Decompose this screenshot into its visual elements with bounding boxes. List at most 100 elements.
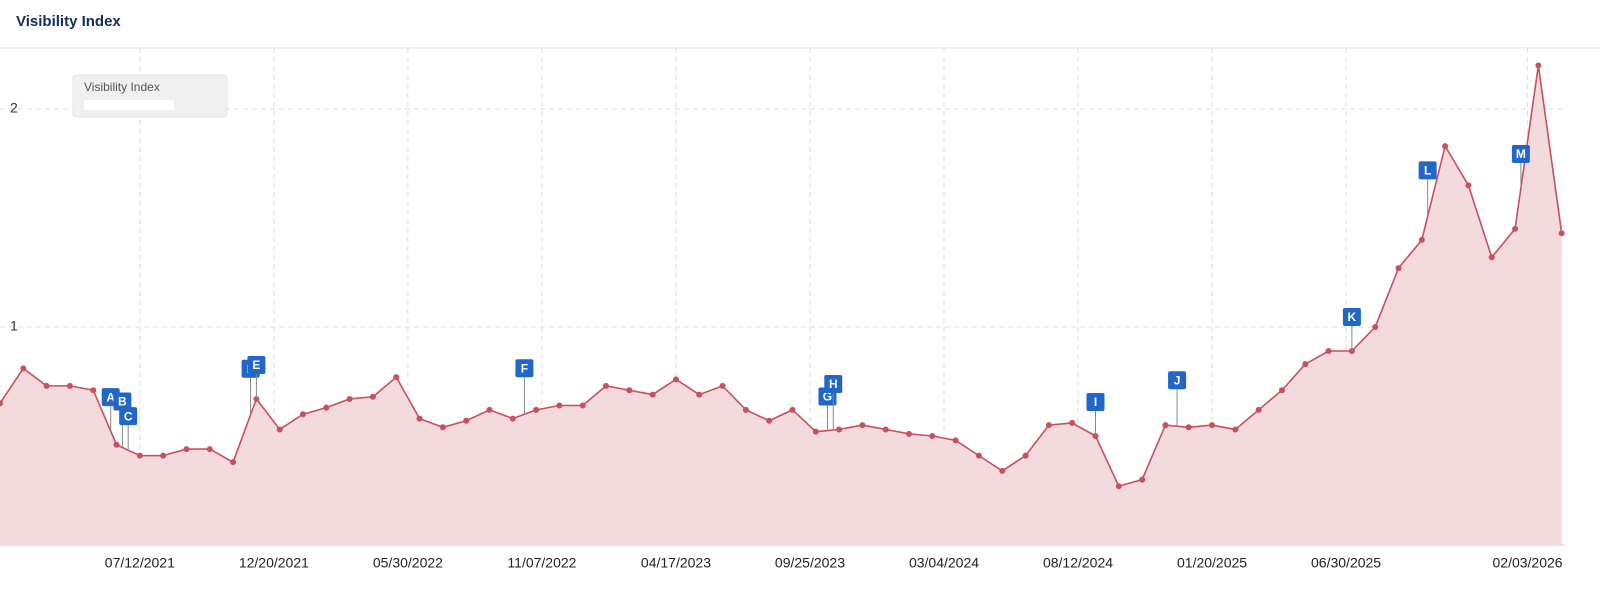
data-point	[742, 406, 749, 413]
data-point	[346, 395, 353, 402]
event-flag	[119, 407, 138, 426]
data-point	[439, 424, 446, 431]
data-point	[579, 402, 586, 409]
event-flag	[1342, 307, 1361, 326]
data-point	[882, 426, 889, 433]
data-point	[859, 422, 866, 429]
data-point	[1418, 236, 1425, 243]
line	[0, 65, 1563, 488]
legend-label: Visibility Index	[84, 80, 160, 94]
data-point	[1232, 426, 1239, 433]
event-label: G	[823, 390, 832, 404]
event-label: J	[1174, 373, 1181, 387]
data-point	[1442, 143, 1449, 150]
data-point	[929, 433, 936, 440]
data-point	[603, 382, 610, 389]
data-point	[393, 374, 400, 381]
data-point	[696, 391, 703, 398]
data-point	[369, 393, 376, 400]
data-point	[160, 452, 167, 459]
event-flag	[1511, 145, 1530, 164]
data-point	[1325, 347, 1332, 354]
data-point	[230, 459, 237, 466]
chart-title: Visibility Index	[16, 13, 121, 30]
data-point	[1185, 424, 1192, 431]
data-point	[300, 411, 307, 418]
x-tick-label: 06/30/2025	[1311, 555, 1381, 571]
event-label: F	[521, 361, 528, 375]
data-point	[719, 382, 726, 389]
legend: Visibility Index	[72, 74, 228, 118]
event-label: K	[1348, 310, 1357, 324]
data-point	[0, 400, 3, 407]
data-point	[766, 417, 773, 424]
event-label: B	[118, 395, 127, 409]
legend-swatch	[84, 100, 174, 110]
data-point	[1372, 324, 1379, 331]
data-point	[1139, 476, 1146, 483]
data-point	[975, 452, 982, 459]
data-point	[789, 406, 796, 413]
event-label: I	[1094, 395, 1097, 409]
data-point	[649, 391, 656, 398]
x-tick-label: 08/12/2024	[1043, 555, 1113, 571]
x-tick-label: 11/07/2022	[507, 555, 576, 571]
data-point	[416, 415, 423, 422]
data-point	[1395, 265, 1402, 272]
data-point	[1558, 230, 1565, 237]
data-point	[1069, 419, 1076, 426]
event-label: A	[106, 390, 115, 404]
data-point	[43, 382, 50, 389]
event-label: C	[124, 409, 133, 423]
event-flag	[824, 375, 843, 394]
data-point	[486, 406, 493, 413]
x-tick-label: 12/20/2021	[239, 555, 309, 571]
data-point	[626, 387, 633, 394]
data-point	[1022, 452, 1029, 459]
data-point	[999, 467, 1006, 474]
data-point	[1302, 361, 1309, 368]
event-flag	[113, 392, 132, 411]
data-point	[1488, 254, 1495, 261]
data-point	[276, 426, 283, 433]
data-point	[1278, 387, 1285, 394]
data-point	[463, 417, 470, 424]
data-point	[1465, 182, 1472, 189]
data-point	[509, 415, 516, 422]
event-flag	[1168, 371, 1187, 390]
event-flag	[1418, 161, 1437, 180]
data-point	[136, 452, 143, 459]
event-label: M	[1516, 147, 1526, 161]
data-point	[906, 430, 913, 437]
x-tick-label: 01/20/2025	[1177, 555, 1247, 571]
data-point	[90, 387, 97, 394]
data-point	[113, 441, 120, 448]
data-point	[183, 446, 190, 453]
data-point	[1512, 225, 1519, 232]
event-flag	[247, 355, 266, 374]
area	[0, 65, 1562, 545]
data-point	[1045, 422, 1052, 429]
y-tick-label: 1	[10, 318, 18, 334]
x-tick-label: 03/04/2024	[909, 555, 979, 571]
data-point	[672, 376, 679, 383]
event-flag	[515, 359, 534, 378]
data-point	[533, 406, 540, 413]
data-point	[206, 446, 213, 453]
x-tick-label: 04/17/2023	[641, 555, 711, 571]
data-point	[1115, 483, 1122, 490]
event-label: E	[252, 358, 260, 372]
event-label: L	[1424, 164, 1431, 178]
x-tick-label: 07/12/2021	[105, 555, 175, 571]
x-tick-label: 05/30/2022	[373, 555, 443, 571]
data-point	[1209, 422, 1216, 429]
data-point	[1535, 62, 1542, 69]
data-point	[812, 428, 819, 435]
data-point	[1255, 406, 1262, 413]
data-point	[952, 437, 959, 444]
event-label: H	[829, 377, 838, 391]
y-tick-label: 2	[10, 100, 18, 116]
data-point	[66, 382, 73, 389]
